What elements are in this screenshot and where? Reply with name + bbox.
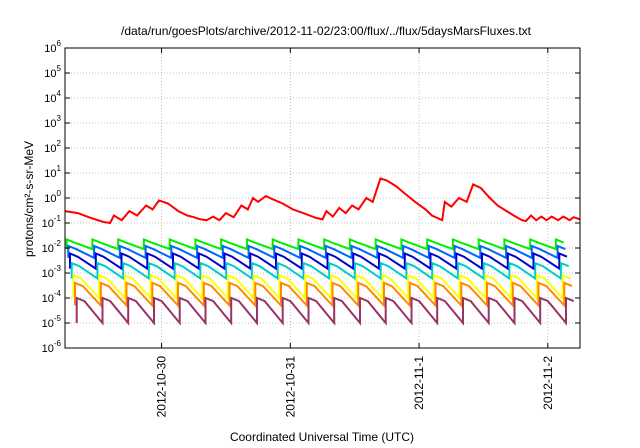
- x-tick-label: 2012-10-31: [283, 356, 297, 418]
- series-lines: [64, 177, 581, 326]
- y-tick-label: 101: [44, 164, 61, 180]
- y-tick-label: 10-6: [42, 339, 62, 355]
- series-line: [67, 244, 566, 260]
- y-tick-label: 10-2: [42, 239, 62, 255]
- series-line: [64, 177, 581, 225]
- y-tick-label: 100: [44, 189, 61, 205]
- x-axis-label: Coordinated Universal Time (UTC): [230, 430, 414, 444]
- y-axis-label: protons/cm²-s-sr-MeV: [22, 141, 36, 257]
- y-tick-label: 106: [44, 39, 61, 55]
- y-tick-label: 10-1: [42, 214, 62, 230]
- y-tick-label: 10-3: [42, 264, 62, 280]
- y-tick-label: 102: [44, 139, 61, 155]
- y-tick-label: 104: [44, 89, 61, 105]
- y-tick-label: 10-4: [42, 289, 62, 305]
- x-tick-label: 2012-11-1: [412, 356, 426, 410]
- grid: [65, 48, 580, 348]
- y-axis-ticks: 10-6 10-5 10-4 10-3 10-2 10-1 100 101 102 103 104 1…: [42, 39, 580, 355]
- series-line: [69, 252, 568, 271]
- x-tick-label: 2012-10-30: [155, 356, 169, 418]
- y-tick-label: 105: [44, 64, 61, 80]
- y-tick-label: 10-5: [42, 314, 62, 330]
- series-line: [74, 281, 573, 309]
- plot-frame: [64, 47, 581, 349]
- series-line: [70, 261, 570, 281]
- x-tick-label: 2012-11-2: [541, 356, 555, 410]
- chart-title: /data/run/goesPlots/archive/2012-11-02/2…: [121, 24, 532, 38]
- series-line: [72, 273, 571, 301]
- series-line: [75, 296, 575, 326]
- x-axis-ticks: 2012-10-30 2012-10-31 2012-11-1 2012-11-2: [155, 48, 555, 417]
- y-tick-label: 103: [44, 114, 61, 130]
- series-line: [65, 237, 564, 251]
